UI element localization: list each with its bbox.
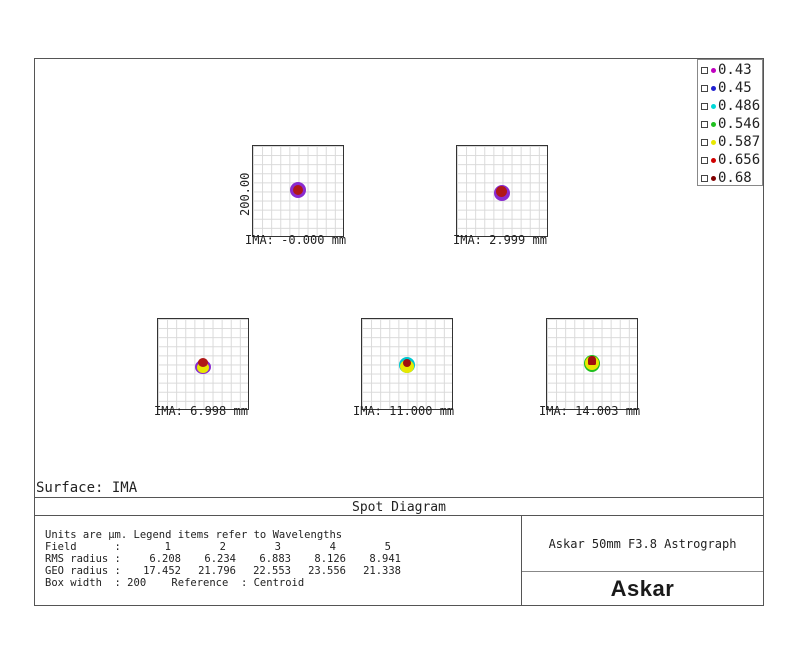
legend-swatch-icon	[701, 102, 708, 110]
legend-label: 0.587	[718, 134, 761, 150]
spot-box-field-4	[361, 318, 453, 410]
rms-value: 8.941	[369, 553, 401, 565]
spot-inner	[496, 186, 507, 197]
legend-label: 0.486	[718, 98, 761, 114]
geo-value: 22.553	[253, 565, 291, 577]
field-number: 5	[384, 541, 391, 553]
field-number: 1	[164, 541, 171, 553]
wavelength-legend: 0.43 0.45 0.486 0.546 0.587 0.656 0.68	[697, 59, 763, 186]
legend-item: 0.656	[701, 151, 760, 169]
legend-swatch-icon	[701, 84, 708, 92]
spot-box-field-3	[157, 318, 249, 410]
legend-swatch-icon	[701, 138, 708, 146]
legend-item: 0.587	[701, 133, 760, 151]
legend-label: 0.68	[718, 170, 752, 186]
title-block: Askar 50mm F3.8 Astrograph Askar	[521, 515, 764, 606]
brand-logo: Askar	[610, 576, 675, 601]
box-width-line: Box width : 200 Reference : Centroid	[45, 577, 305, 589]
spot-inner	[403, 359, 411, 367]
legend-item: 0.45	[701, 79, 752, 97]
field-label-4: IMA: 11.000 mm	[353, 404, 455, 418]
field-label-3: IMA: 6.998 mm	[154, 404, 248, 418]
geo-value: 21.338	[363, 565, 401, 577]
geo-value: 21.796	[198, 565, 236, 577]
legend-item: 0.486	[701, 97, 760, 115]
spot-box-field-1	[252, 145, 344, 237]
geo-value: 17.452	[143, 565, 181, 577]
legend-dot	[711, 157, 716, 163]
legend-item: 0.68	[701, 169, 752, 187]
rms-row-label: RMS radius :	[45, 553, 121, 565]
legend-item: 0.43	[701, 61, 752, 79]
legend-dot	[711, 67, 716, 73]
legend-item: 0.546	[701, 115, 760, 133]
box-width-label: 200.00	[238, 172, 252, 216]
legend-swatch-icon	[701, 66, 708, 74]
legend-dot	[711, 103, 716, 109]
legend-label: 0.45	[718, 80, 752, 96]
legend-label: 0.656	[718, 152, 761, 168]
spot-mid	[197, 362, 209, 373]
spot-inner	[293, 185, 303, 195]
geo-row-label: GEO radius :	[45, 565, 121, 577]
field-number: 2	[219, 541, 226, 553]
field-label-5: IMA: 14.003 mm	[539, 404, 641, 418]
legend-label: 0.43	[718, 62, 752, 78]
diagram-title: Spot Diagram	[352, 499, 446, 515]
spot-box-field-2	[456, 145, 548, 237]
legend-dot	[711, 85, 716, 91]
field-label-2: IMA: 2.999 mm	[453, 233, 547, 247]
diagram-title-bar: Spot Diagram	[34, 497, 764, 516]
legend-swatch-icon	[701, 174, 708, 182]
rms-value: 6.883	[259, 553, 291, 565]
legend-label: 0.546	[718, 116, 761, 132]
field-row-label: Field :	[45, 541, 121, 553]
legend-dot	[711, 139, 716, 145]
spot-box-field-5	[546, 318, 638, 410]
geo-value: 23.556	[308, 565, 346, 577]
units-note: Units are µm. Legend items refer to Wave…	[45, 529, 343, 541]
legend-dot	[711, 175, 716, 181]
spot-inner	[198, 358, 208, 367]
info-panel: Units are µm. Legend items refer to Wave…	[34, 515, 522, 606]
field-number: 4	[329, 541, 336, 553]
scope-name: Askar 50mm F3.8 Astrograph	[522, 516, 763, 572]
rms-value: 6.234	[204, 553, 236, 565]
spot-inner	[588, 356, 596, 365]
rms-value: 8.126	[314, 553, 346, 565]
legend-swatch-icon	[701, 120, 708, 128]
legend-dot	[711, 121, 716, 127]
rms-value: 6.208	[149, 553, 181, 565]
field-number: 3	[274, 541, 281, 553]
legend-swatch-icon	[701, 156, 708, 164]
surface-label: Surface: IMA	[36, 480, 138, 496]
field-label-1: IMA: -0.000 mm	[245, 233, 347, 247]
